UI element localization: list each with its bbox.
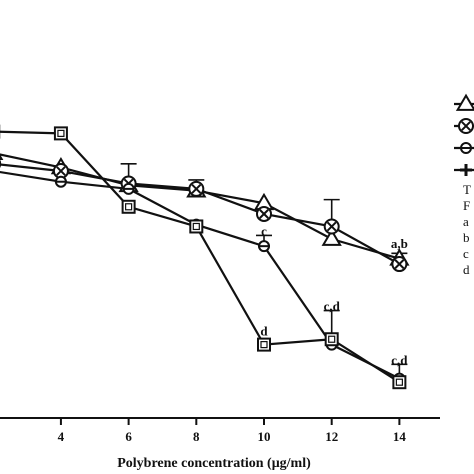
data-point-square [189,219,204,234]
legend-text: T [463,182,471,197]
legend-text: F [463,198,470,213]
x-tick-label: 4 [58,429,65,444]
significance-label: c,d [324,299,341,314]
data-point-square [121,199,136,214]
data-point-triangle [455,93,474,111]
x-axis: 4 6 8 10 12 14 [0,417,440,444]
series-line-circle-dash [0,170,400,380]
legend-text: a [463,214,469,229]
legend-text: d [463,262,470,277]
x-tick-label: 14 [393,429,407,444]
data-point-circle-dash [54,175,67,188]
data-point-square [257,337,271,352]
legend-text: b [463,230,470,245]
data-point-square [53,126,68,141]
data-point-circle-dash [258,240,270,253]
data-point-circle-x [391,256,408,273]
legend-marker-circle-x [454,118,474,134]
data-point-circle-x [458,118,474,134]
legend-marker-plus [454,164,474,176]
x-tick-label: 12 [325,429,338,444]
plot-area: a,b c c,d c,d d [0,124,410,390]
legend-marker-triangle [454,93,474,111]
data-point-circle-x [188,180,205,197]
significance-label: d [260,324,268,339]
legend-text: c [463,246,469,261]
data-point-circle-x [323,218,340,235]
x-tick-label: 6 [125,429,132,444]
legend-marker-circle-dash [454,142,474,154]
data-point-square [392,375,407,390]
data-point-triangle [321,228,342,246]
data-point-triangle [0,154,4,160]
significance-label: c,d [391,352,408,367]
data-point-circle-x [256,205,272,222]
data-point-circle-dash [460,142,472,154]
data-point-square [324,332,339,347]
data-point-circle-dash [122,182,135,195]
x-tick-label: 10 [258,429,271,444]
x-axis-label: Polybrene concentration (μg/ml) [117,456,311,471]
significance-label: c [261,223,267,238]
data-point-plus [460,164,472,176]
x-tick-label: 8 [193,429,200,444]
significance-label: a,b [391,236,408,251]
